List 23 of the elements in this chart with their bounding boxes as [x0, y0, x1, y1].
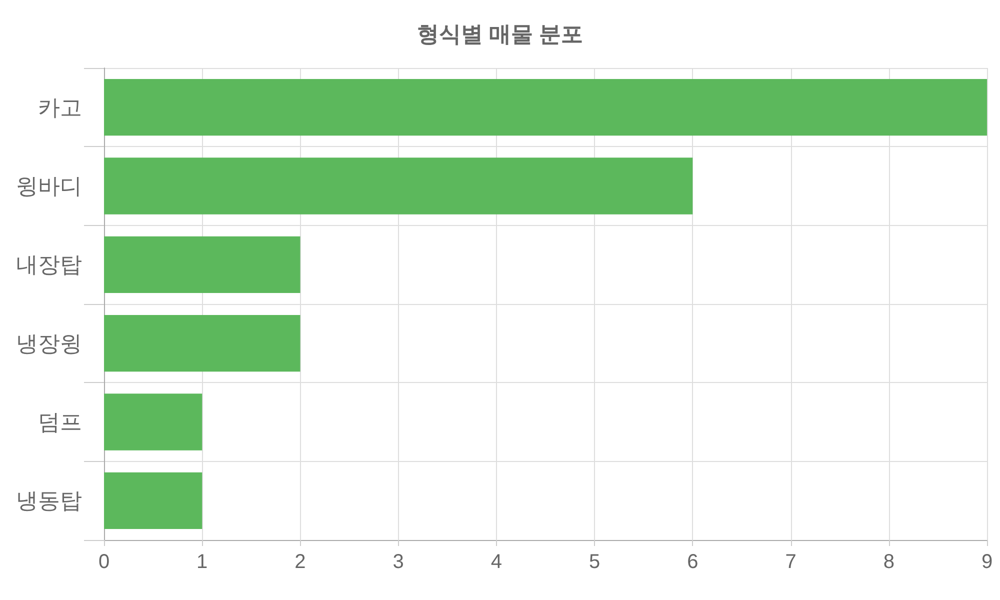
x-tick-label: 8: [883, 551, 894, 573]
bar: [104, 315, 300, 372]
y-tick-label: 냉동탑: [16, 488, 82, 514]
x-tick-label: 5: [588, 551, 600, 573]
x-tick-label: 1: [196, 551, 208, 573]
x-tick-label: 4: [490, 551, 502, 573]
x-tick-label: 7: [785, 551, 796, 573]
bar: [104, 79, 987, 136]
bar: [104, 236, 300, 293]
y-tick-label: 덤프: [38, 410, 82, 434]
y-tick-label: 윙바디: [16, 174, 82, 198]
x-tick-label: 3: [392, 551, 404, 573]
y-tick-label: 냉장윙: [16, 330, 82, 356]
chart-title: 형식별 매물 분포: [416, 22, 584, 46]
x-tick-label: 9: [981, 551, 993, 573]
bar: [104, 472, 202, 529]
x-tick-label: 2: [294, 551, 306, 573]
x-tick-label: 6: [687, 551, 698, 573]
bar: [104, 158, 693, 214]
y-tick-label: 카고: [38, 94, 82, 120]
bar: [104, 394, 202, 450]
y-tick-label: 내장탑: [16, 252, 82, 278]
x-tick-label: 0: [98, 551, 110, 573]
